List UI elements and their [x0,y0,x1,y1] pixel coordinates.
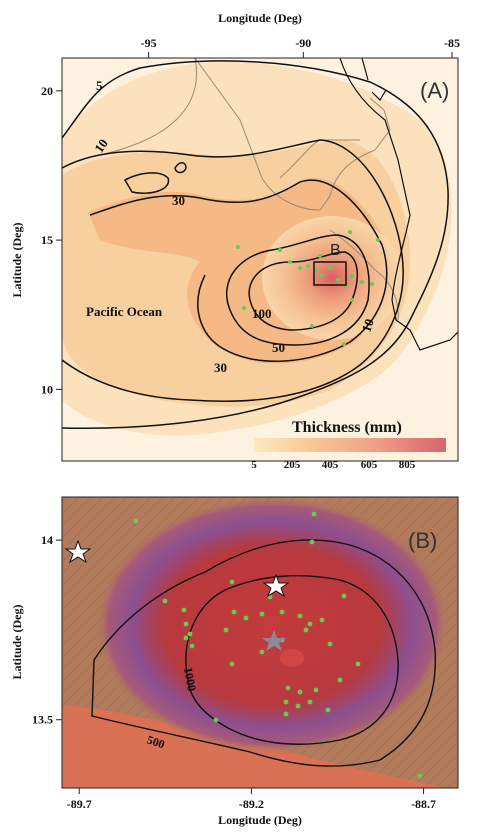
tick-label: -88.7 [411,797,436,811]
country-borders [99,58,399,321]
tick-label: 10 [41,382,53,396]
contour-1000 [185,574,399,745]
contour-label: 30 [172,193,185,208]
tick-label: -89.2 [239,797,264,811]
panel-a: 5 10 30 100 50 30 10 (A) B Pacific Ocean… [10,11,460,471]
isopach-contours-b [91,539,437,767]
panel-a-lat-ticks: 20 15 10 [41,84,62,396]
contour-label: 50 [272,340,285,355]
tick-label: 20 [41,84,53,98]
sample-sites-a [236,230,380,346]
contour-100 [248,251,359,331]
inset-label-b: B [330,242,341,259]
contour-label: 5 [96,78,103,93]
tick-label: -95 [141,36,157,50]
tick-label: 15 [41,233,53,247]
panel-a-frame [61,57,459,462]
panel-b-bottom-axis-title: Longitude (Deg) [218,813,302,827]
panel-b-left-axis-title: Latitude (Deg) [10,605,24,680]
colorbar-title: Thickness (mm) [292,419,402,436]
panel-a-top-axis-title: Longitude (Deg) [218,11,302,25]
panel-a-left-axis-title: Latitude (Deg) [10,223,24,298]
vent-star-icon [262,630,286,651]
panel-b: 1000 500 (B) -89.7 -89.2 -88.7 14 13.5 Long… [10,496,459,827]
colorbar-tick: 205 [284,459,301,471]
coastline [339,58,458,351]
isopach-contours [62,60,449,429]
tick-label: -90 [295,36,311,50]
contour-500 [91,539,437,767]
contour-small [174,162,187,174]
town-star-icon-west [64,539,92,564]
panel-b-frame [61,496,459,789]
sample-sites-b [133,511,423,779]
colorbar: Thickness (mm) 5 205 405 605 805 [251,419,446,471]
panel-a-lon-ticks: -95 -90 -85 [141,36,460,58]
colorbar-tick: 805 [399,459,416,471]
contour-label: 10 [358,317,377,334]
contour-label: 500 [145,733,166,752]
colorbar-tick: 5 [251,459,257,471]
colorbar-ramp [254,438,446,452]
tick-label: -85 [444,36,460,50]
deposit-b [96,497,448,753]
inset-box-b [313,261,347,286]
colorbar-tick: 605 [361,459,378,471]
contour-labels-b: 1000 500 [145,666,199,751]
tick-label: -89.7 [67,797,92,811]
panel-b-lon-ticks: -89.7 -89.2 -88.7 [67,788,436,811]
contour-label: 1000 [181,666,199,692]
contour-30-island [123,172,170,194]
deposit-core [262,216,402,340]
town-star-icon [262,573,290,598]
contour-50 [225,234,370,346]
crater-zone [280,649,304,667]
tick-label: 13.5 [32,713,53,727]
panel-b-lat-ticks: 14 13.5 [32,533,62,727]
contour-30 [89,179,388,362]
colorbar-tick: 405 [322,459,339,471]
contour-labels-a: 5 10 30 100 50 30 10 [91,78,377,375]
contour-label: 30 [214,360,227,375]
contour-label: 100 [252,306,272,321]
contour-5 [62,60,449,429]
panel-b-label: (B) [408,528,437,553]
ocean-label: Pacific Ocean [86,304,163,319]
contour-10 [62,139,404,402]
tick-label: 14 [41,533,53,547]
panel-a-label: (A) [420,78,449,103]
